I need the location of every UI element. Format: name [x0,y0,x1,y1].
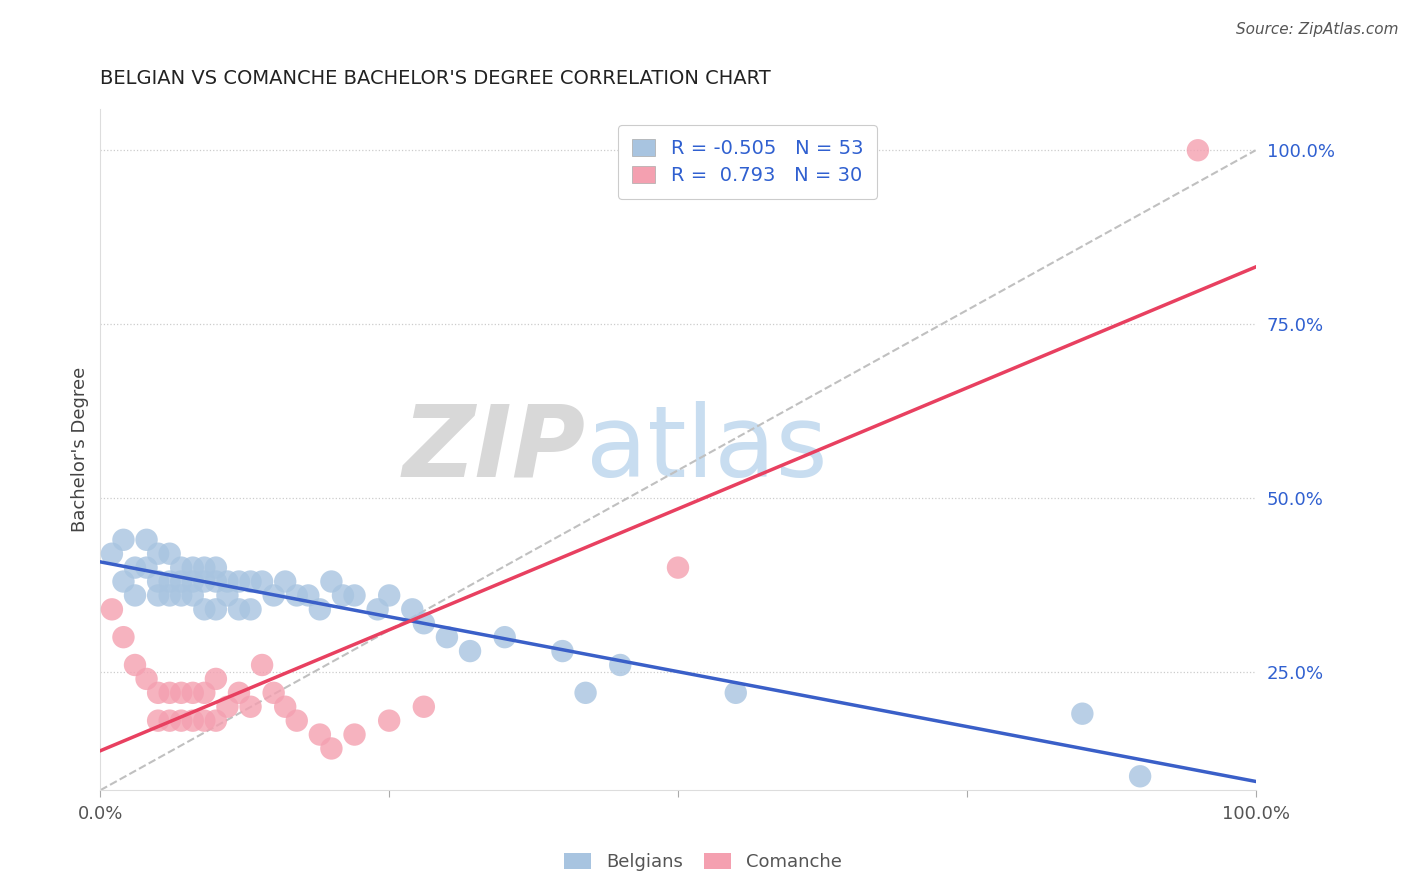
Point [205,714,228,728]
Point [124,560,146,574]
Point [436,630,458,644]
Point [181,686,204,700]
Point [193,574,215,589]
Point [146,686,169,700]
Point [666,560,689,574]
Point [274,574,297,589]
Point [285,714,308,728]
Point [609,658,631,673]
Point [159,589,181,603]
Point [378,589,401,603]
Point [124,589,146,603]
Point [574,686,596,700]
Point [170,574,193,589]
Point [101,602,124,616]
Point [239,574,262,589]
Point [332,589,354,603]
Point [401,602,423,616]
Point [205,602,228,616]
Point [101,547,124,561]
Point [263,589,285,603]
Point [112,630,135,644]
Point [367,602,389,616]
Text: BELGIAN VS COMANCHE BACHELOR'S DEGREE CORRELATION CHART: BELGIAN VS COMANCHE BACHELOR'S DEGREE CO… [100,69,770,87]
Point [308,602,330,616]
Point [551,644,574,658]
Point [112,574,135,589]
Point [135,672,157,686]
Point [135,560,157,574]
Point [297,589,319,603]
Text: atlas: atlas [585,401,827,498]
Point [1129,769,1152,783]
Point [724,686,747,700]
Point [193,602,215,616]
Legend: R = -0.505   N = 53, R =  0.793   N = 30: R = -0.505 N = 53, R = 0.793 N = 30 [619,125,876,199]
Point [458,644,481,658]
Point [170,560,193,574]
Text: Source: ZipAtlas.com: Source: ZipAtlas.com [1236,22,1399,37]
Point [343,589,366,603]
Point [181,714,204,728]
Point [412,699,434,714]
Point [378,714,401,728]
Point [159,547,181,561]
Legend: Belgians, Comanche: Belgians, Comanche [557,846,849,879]
Point [250,658,273,673]
Point [146,589,169,603]
Point [217,699,239,714]
Point [159,686,181,700]
Text: ZIP: ZIP [402,401,585,498]
Point [205,574,228,589]
Point [321,741,343,756]
Point [159,574,181,589]
Point [250,574,273,589]
Point [274,699,297,714]
Point [124,658,146,673]
Point [228,574,250,589]
Point [193,714,215,728]
Point [228,602,250,616]
Point [205,672,228,686]
Point [285,589,308,603]
Point [217,574,239,589]
Point [181,560,204,574]
Point [1187,143,1209,157]
Point [343,727,366,741]
Point [1071,706,1094,721]
Point [494,630,516,644]
Point [193,560,215,574]
Point [263,686,285,700]
Point [181,589,204,603]
Point [308,727,330,741]
Point [193,686,215,700]
Point [159,714,181,728]
Point [146,574,169,589]
Point [170,686,193,700]
Point [205,560,228,574]
Point [321,574,343,589]
Point [146,714,169,728]
Point [170,714,193,728]
Point [170,589,193,603]
Point [135,533,157,547]
Point [239,699,262,714]
Point [146,547,169,561]
Point [181,574,204,589]
Point [228,686,250,700]
Point [217,589,239,603]
Point [239,602,262,616]
Point [112,533,135,547]
Point [412,616,434,631]
Y-axis label: Bachelor's Degree: Bachelor's Degree [72,367,89,532]
